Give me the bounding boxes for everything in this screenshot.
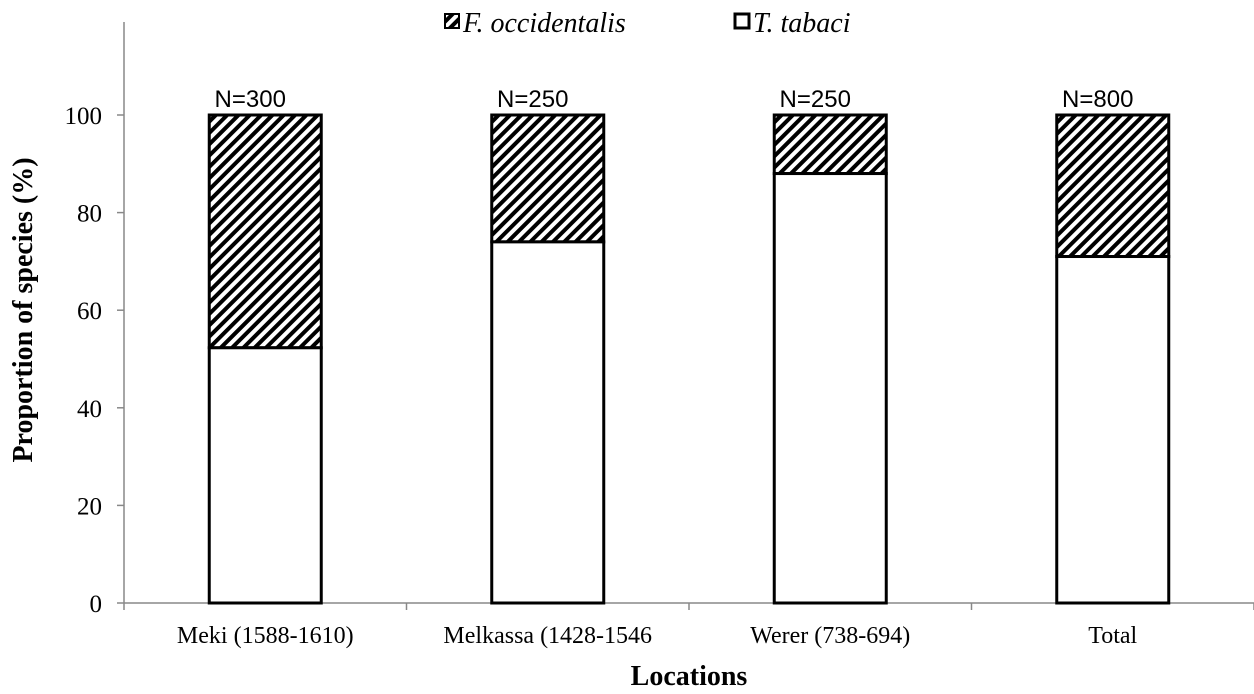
bar-segment-t-tabaci [490,240,606,605]
bar-segment-t-tabaci [772,172,888,605]
sample-size-label: N=800 [1062,86,1133,113]
y-tick-label: 20 [77,493,102,520]
x-category-label: Meki (1588-1610) [177,623,354,649]
x-axis-ticks [123,603,1254,610]
x-category-label: Melkassa (1428-1546 [443,623,652,649]
x-category-label: Werer (738-694) [750,623,910,649]
sample-size-label: N=250 [497,86,568,113]
y-axis-ticks: 0 20 40 60 80 100 [65,103,124,618]
bar-segment-t-tabaci [1055,255,1171,605]
legend-swatch-t-tabaci [733,12,751,30]
bar-segment-f-occidentalis [1055,113,1171,259]
bars-group [207,113,1171,605]
legend: F. occidentalis T. tabaci [444,8,850,39]
sample-size-label: N=300 [215,86,286,113]
y-tick-label: 60 [77,298,102,325]
sample-size-label: N=250 [780,86,851,113]
bar-segment-f-occidentalis [207,113,323,350]
y-axis-title: Proportion of species (%) [8,157,39,462]
bar-segment-f-occidentalis [490,113,606,244]
legend-swatch-f-occidentalis [444,13,460,29]
y-tick-label: 100 [65,103,103,130]
bar-segment-t-tabaci [207,346,323,605]
x-axis-title: Locations [631,661,748,692]
legend-label-f-occidentalis: F. occidentalis [462,8,626,39]
y-tick-label: 40 [77,396,102,423]
bar-segment-f-occidentalis [772,113,888,176]
y-tick-label: 80 [77,201,102,228]
y-tick-label: 0 [90,591,103,618]
category-labels: Meki (1588-1610) Melkassa (1428-1546 Werer… [177,623,1138,649]
sample-size-labels: N=300 N=250 N=250 N=800 [215,86,1134,113]
legend-label-t-tabaci: T. tabaci [753,8,850,39]
x-category-label: Total [1088,623,1137,649]
